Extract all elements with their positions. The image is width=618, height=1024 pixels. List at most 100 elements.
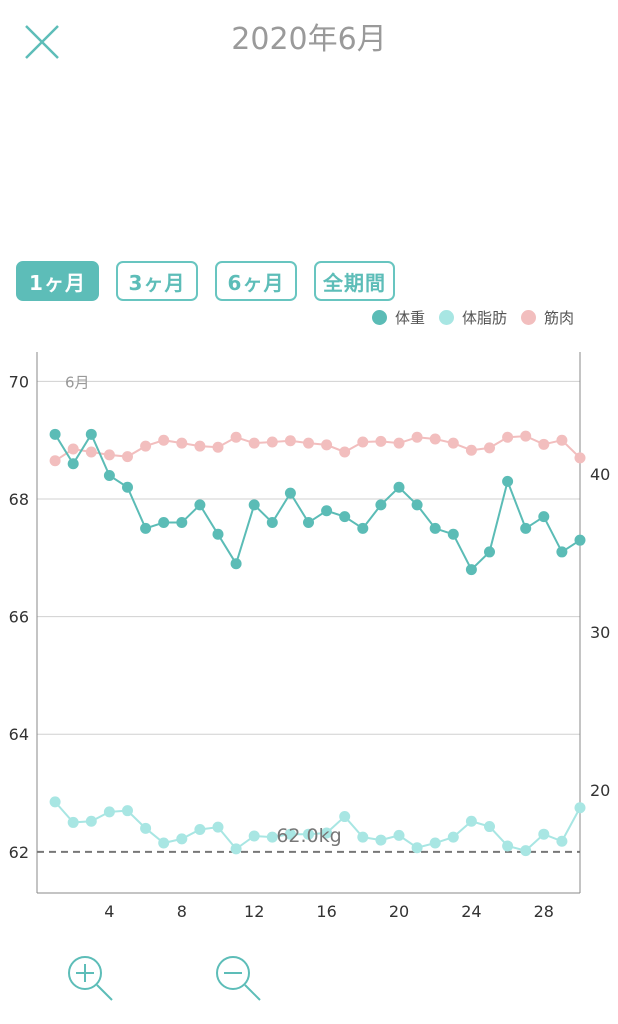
data-point xyxy=(176,833,188,845)
legend-body-fat-label: 体脂肪 xyxy=(461,309,507,327)
data-point xyxy=(465,444,477,456)
data-point xyxy=(465,815,477,827)
data-point xyxy=(303,828,314,840)
data-point xyxy=(303,517,314,529)
tab-3-months[interactable]: 3ヶ月 xyxy=(116,261,198,301)
data-point xyxy=(284,487,296,499)
data-point xyxy=(411,842,423,854)
data-point xyxy=(556,434,568,446)
data-point xyxy=(158,434,170,446)
legend-body-fat-dot xyxy=(438,310,454,325)
data-point xyxy=(85,428,97,440)
zoom-in-icon xyxy=(68,956,113,1001)
data-point xyxy=(67,816,79,828)
data-point xyxy=(194,823,206,835)
series-0 xyxy=(49,430,586,467)
x-tick-label: 12 xyxy=(244,902,264,921)
data-point xyxy=(284,828,296,840)
data-point xyxy=(212,821,224,833)
x-tick-label: 20 xyxy=(389,902,409,921)
data-point xyxy=(248,499,260,511)
data-point xyxy=(230,843,242,855)
zoom-out-button[interactable] xyxy=(214,954,262,1004)
x-tick-label: 16 xyxy=(316,902,336,921)
data-point xyxy=(339,446,351,458)
data-point xyxy=(574,452,586,464)
data-point xyxy=(321,505,333,517)
data-point xyxy=(538,511,550,523)
data-point xyxy=(248,437,260,449)
data-point xyxy=(375,499,387,511)
data-point xyxy=(520,522,532,534)
legend-weight: 体重 xyxy=(371,307,425,328)
data-point xyxy=(538,438,550,450)
data-point xyxy=(465,564,477,576)
data-point xyxy=(140,822,152,834)
data-point xyxy=(176,517,188,529)
data-point xyxy=(103,449,115,461)
data-point xyxy=(484,442,495,454)
data-point xyxy=(393,829,405,841)
data-point xyxy=(574,802,586,814)
data-point xyxy=(502,431,514,443)
zoom-out-icon xyxy=(216,956,261,1001)
data-point xyxy=(574,534,586,546)
data-point xyxy=(85,446,97,458)
y-left-tick-label: 66 xyxy=(9,608,29,627)
data-point xyxy=(103,806,115,818)
data-point xyxy=(520,430,532,442)
data-point xyxy=(357,436,369,448)
tab-all-period[interactable]: 全期間 xyxy=(314,261,395,301)
data-point xyxy=(85,815,97,827)
data-point xyxy=(67,458,79,470)
data-point xyxy=(212,441,224,453)
data-point xyxy=(339,811,351,823)
tab-1-month[interactable]: 1ヶ月 xyxy=(16,261,99,301)
data-point xyxy=(194,440,206,452)
tab-6-months[interactable]: 6ヶ月 xyxy=(215,261,297,301)
data-point xyxy=(248,830,260,842)
zoom-in-button[interactable] xyxy=(66,954,114,1004)
data-point xyxy=(357,522,369,534)
series-line xyxy=(54,432,581,572)
data-point xyxy=(393,481,405,493)
data-point xyxy=(393,437,405,449)
data-point xyxy=(520,845,532,857)
data-point xyxy=(122,451,133,463)
data-point xyxy=(357,831,369,843)
y-right-tick-label: 20 xyxy=(590,781,610,800)
data-point xyxy=(230,558,242,570)
data-point xyxy=(49,455,61,467)
data-point xyxy=(411,499,423,511)
data-point xyxy=(447,528,459,540)
data-point xyxy=(49,428,61,440)
month-label: 6月 xyxy=(65,373,90,391)
data-point xyxy=(212,528,224,540)
data-point xyxy=(375,834,387,846)
data-point xyxy=(484,821,495,833)
data-point xyxy=(502,475,514,487)
close-icon xyxy=(25,25,59,59)
y-left-tick-label: 64 xyxy=(9,725,29,744)
data-point xyxy=(447,437,459,449)
legend-muscle-label: 筋肉 xyxy=(543,309,574,327)
data-point xyxy=(284,435,296,447)
legend-muscle: 筋肉 xyxy=(520,307,574,328)
data-point xyxy=(49,796,61,808)
data-point xyxy=(484,546,495,558)
data-point xyxy=(375,435,387,447)
legend-body-fat: 体脂肪 xyxy=(438,307,507,328)
data-point xyxy=(122,481,133,493)
data-point xyxy=(303,437,314,449)
data-point xyxy=(321,827,333,839)
legend-muscle-dot xyxy=(520,310,536,325)
data-point xyxy=(502,840,514,852)
data-point xyxy=(429,433,441,445)
data-point xyxy=(176,437,188,449)
close-button[interactable] xyxy=(22,22,62,62)
data-point xyxy=(556,835,568,847)
data-point xyxy=(140,522,152,534)
data-point xyxy=(158,517,170,529)
data-point xyxy=(194,499,206,511)
x-tick-label: 8 xyxy=(177,902,187,921)
